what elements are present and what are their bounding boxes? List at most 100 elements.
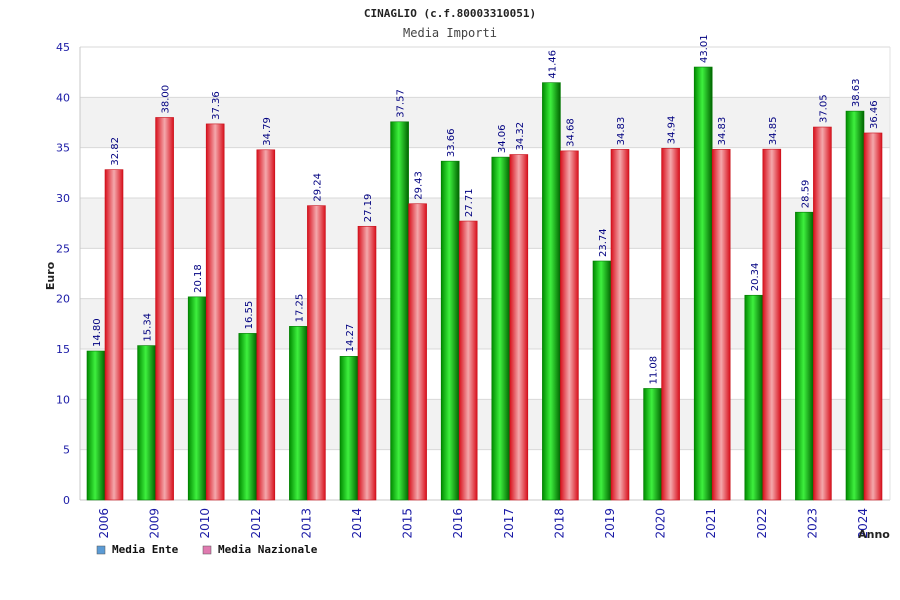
y-tick-label: 35 <box>56 142 70 155</box>
legend-label: Media Nazionale <box>218 543 318 556</box>
bar-media-ente-2013 <box>289 326 308 501</box>
bar-media-ente-2016 <box>440 160 460 501</box>
bar-media-nazionale-2010 <box>205 123 225 501</box>
x-tick-label: 2023 <box>805 508 819 539</box>
value-label: 11.08 <box>649 356 660 385</box>
bar-media-nazionale-2014 <box>357 225 377 501</box>
value-label: 23.74 <box>598 228 609 257</box>
bar-media-nazionale-2009 <box>155 117 174 501</box>
x-tick-label: 2010 <box>198 508 212 539</box>
x-tick-label: 2013 <box>299 508 313 539</box>
value-labels: 14.80 32.82 15.34 38.00 20.18 37.36 16.55 34.79… <box>92 34 880 384</box>
y-tick-label: 0 <box>63 494 70 507</box>
value-label: 36.46 <box>869 100 880 129</box>
value-label: 37.57 <box>396 89 407 118</box>
value-label: 37.05 <box>818 94 829 123</box>
y-axis-ticks: 0 5 10 15 20 25 30 35 40 45 <box>56 41 70 507</box>
bar-media-ente-2015 <box>390 121 409 501</box>
chart-title: CINAGLIO (c.f.80003310051) <box>364 7 536 20</box>
value-label: 34.83 <box>717 117 728 146</box>
value-label: 20.18 <box>193 264 204 293</box>
x-axis-ticks: 2006 2009 2010 2012 2013 2014 2015 2016 2017 2018… <box>97 508 870 539</box>
plot-band <box>80 47 890 98</box>
x-tick-label: 2006 <box>97 508 111 539</box>
bar-media-ente-2024 <box>845 110 865 501</box>
y-tick-label: 10 <box>56 393 70 406</box>
value-label: 17.25 <box>294 294 305 323</box>
y-axis-label: Euro <box>44 261 57 290</box>
x-tick-label: 2016 <box>451 508 465 539</box>
bar-media-nazionale-2006 <box>104 169 124 501</box>
chart-subtitle: Media Importi <box>403 26 497 40</box>
value-label: 16.55 <box>244 301 255 330</box>
value-label: 32.82 <box>110 137 121 166</box>
x-tick-label: 2014 <box>350 508 364 539</box>
bar-media-ente-2006 <box>86 350 106 501</box>
bar-media-ente-2009 <box>137 345 156 501</box>
bar-media-ente-2023 <box>795 211 814 501</box>
value-label: 43.01 <box>699 34 710 63</box>
value-label: 33.66 <box>446 129 457 158</box>
bar-media-ente-2017 <box>491 156 511 501</box>
value-label: 14.80 <box>92 318 103 347</box>
bar-media-nazionale-2021 <box>711 149 731 501</box>
value-label: 37.36 <box>211 91 222 120</box>
bar-series <box>86 66 883 501</box>
value-label: 14.27 <box>345 324 356 353</box>
y-tick-label: 5 <box>63 444 70 457</box>
value-label: 38.00 <box>161 85 172 114</box>
y-tick-label: 45 <box>56 41 70 54</box>
y-tick-label: 15 <box>56 343 70 356</box>
y-tick-label: 20 <box>56 293 70 306</box>
bar-media-nazionale-2017 <box>509 154 529 501</box>
value-label: 29.24 <box>312 173 323 202</box>
value-label: 34.94 <box>667 116 678 145</box>
x-tick-label: 2015 <box>401 508 415 539</box>
value-label: 34.06 <box>497 124 508 153</box>
value-label: 29.43 <box>414 171 425 200</box>
bar-media-nazionale-2023 <box>813 126 832 501</box>
y-tick-label: 40 <box>56 91 70 104</box>
bar-media-nazionale-2022 <box>762 148 782 501</box>
value-label: 20.34 <box>750 263 761 292</box>
bar-media-ente-2018 <box>542 82 561 501</box>
x-tick-label: 2020 <box>654 508 668 539</box>
bar-media-nazionale-2013 <box>307 205 326 501</box>
x-tick-label: 2009 <box>148 508 162 539</box>
bar-media-ente-2022 <box>744 294 764 501</box>
bar-media-nazionale-2016 <box>458 220 478 501</box>
legend-swatch <box>96 545 106 555</box>
y-tick-label: 30 <box>56 192 70 205</box>
x-tick-label: 2022 <box>755 508 769 539</box>
legend-swatch <box>202 545 212 555</box>
x-tick-label: 2024 <box>856 508 870 539</box>
bar-media-ente-2021 <box>693 66 713 501</box>
x-tick-label: 2021 <box>704 508 718 539</box>
value-label: 34.83 <box>616 117 627 146</box>
bar-media-ente-2014 <box>339 356 359 501</box>
bar-media-nazionale-2019 <box>610 149 630 501</box>
value-label: 41.46 <box>547 50 558 79</box>
value-label: 28.59 <box>800 180 811 209</box>
value-label: 34.68 <box>565 118 576 147</box>
value-label: 34.85 <box>768 117 779 146</box>
x-tick-label: 2012 <box>249 508 263 539</box>
bar-media-ente-2020 <box>643 388 662 501</box>
value-label: 38.63 <box>851 78 862 107</box>
x-axis-label: Anno <box>858 528 890 541</box>
value-label: 15.34 <box>143 313 154 342</box>
value-label: 34.79 <box>262 117 273 146</box>
value-label: 34.32 <box>515 122 526 151</box>
bar-media-ente-2010 <box>187 296 207 501</box>
x-tick-label: 2017 <box>502 508 516 539</box>
bar-media-nazionale-2012 <box>256 149 276 501</box>
bar-media-nazionale-2018 <box>560 150 579 501</box>
bar-media-nazionale-2020 <box>661 147 680 501</box>
legend: Media Ente Media Nazionale <box>96 543 318 556</box>
bar-media-nazionale-2015 <box>408 203 427 501</box>
legend-label: Media Ente <box>112 543 179 556</box>
value-label: 27.71 <box>464 188 475 217</box>
value-label: 27.19 <box>363 194 374 223</box>
x-tick-label: 2019 <box>603 508 617 539</box>
